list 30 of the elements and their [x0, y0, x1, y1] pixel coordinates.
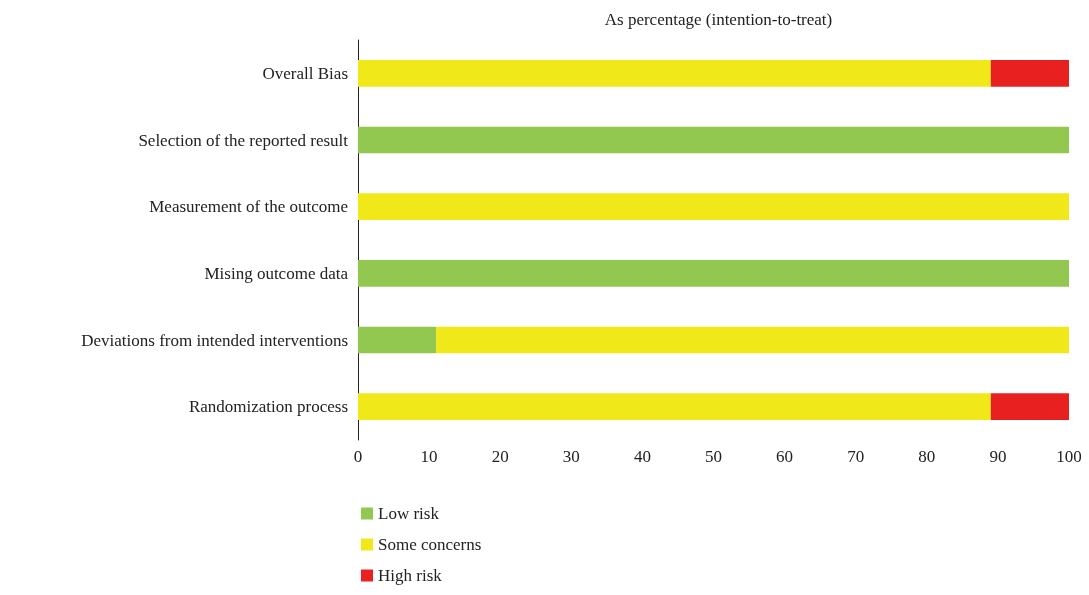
y-tick-label: Deviations from intended interventions: [81, 330, 348, 350]
chart-title: As percentage (intention-to-treat): [604, 10, 833, 29]
x-tick-label: 70: [847, 447, 865, 466]
x-tick-label: 20: [491, 447, 509, 466]
bar: [990, 393, 1069, 420]
x-tick-label: 30: [562, 447, 580, 466]
y-tick-label: Mising outcome data: [204, 263, 349, 283]
x-tick-label: 60: [776, 447, 794, 466]
bar: [436, 326, 1069, 354]
legend-label: High risk: [378, 566, 443, 585]
x-tick-label: 40: [633, 447, 651, 466]
bar: [358, 193, 1069, 220]
y-tick-label: Overall Bias: [262, 63, 348, 83]
bar: [358, 60, 991, 87]
bar: [990, 60, 1069, 87]
legend-label: Some concerns: [378, 535, 482, 554]
x-tick-label: 50: [705, 447, 722, 466]
x-tick-label: 80: [918, 447, 936, 466]
bar: [358, 326, 437, 354]
y-tick-label: Selection of the reported result: [138, 130, 349, 150]
x-tick-label: 90: [989, 447, 1007, 466]
x-tick-label: 100: [1056, 447, 1082, 466]
x-tick-label: 0: [353, 447, 363, 466]
y-tick-label: Measurement of the outcome: [149, 197, 348, 217]
bar: [358, 126, 1069, 154]
legend-label: Low risk: [378, 504, 440, 523]
bar: [358, 260, 1069, 287]
y-tick-label: Randomization process: [188, 397, 348, 417]
bar: [358, 393, 991, 420]
x-tick-label: 10: [420, 447, 438, 466]
